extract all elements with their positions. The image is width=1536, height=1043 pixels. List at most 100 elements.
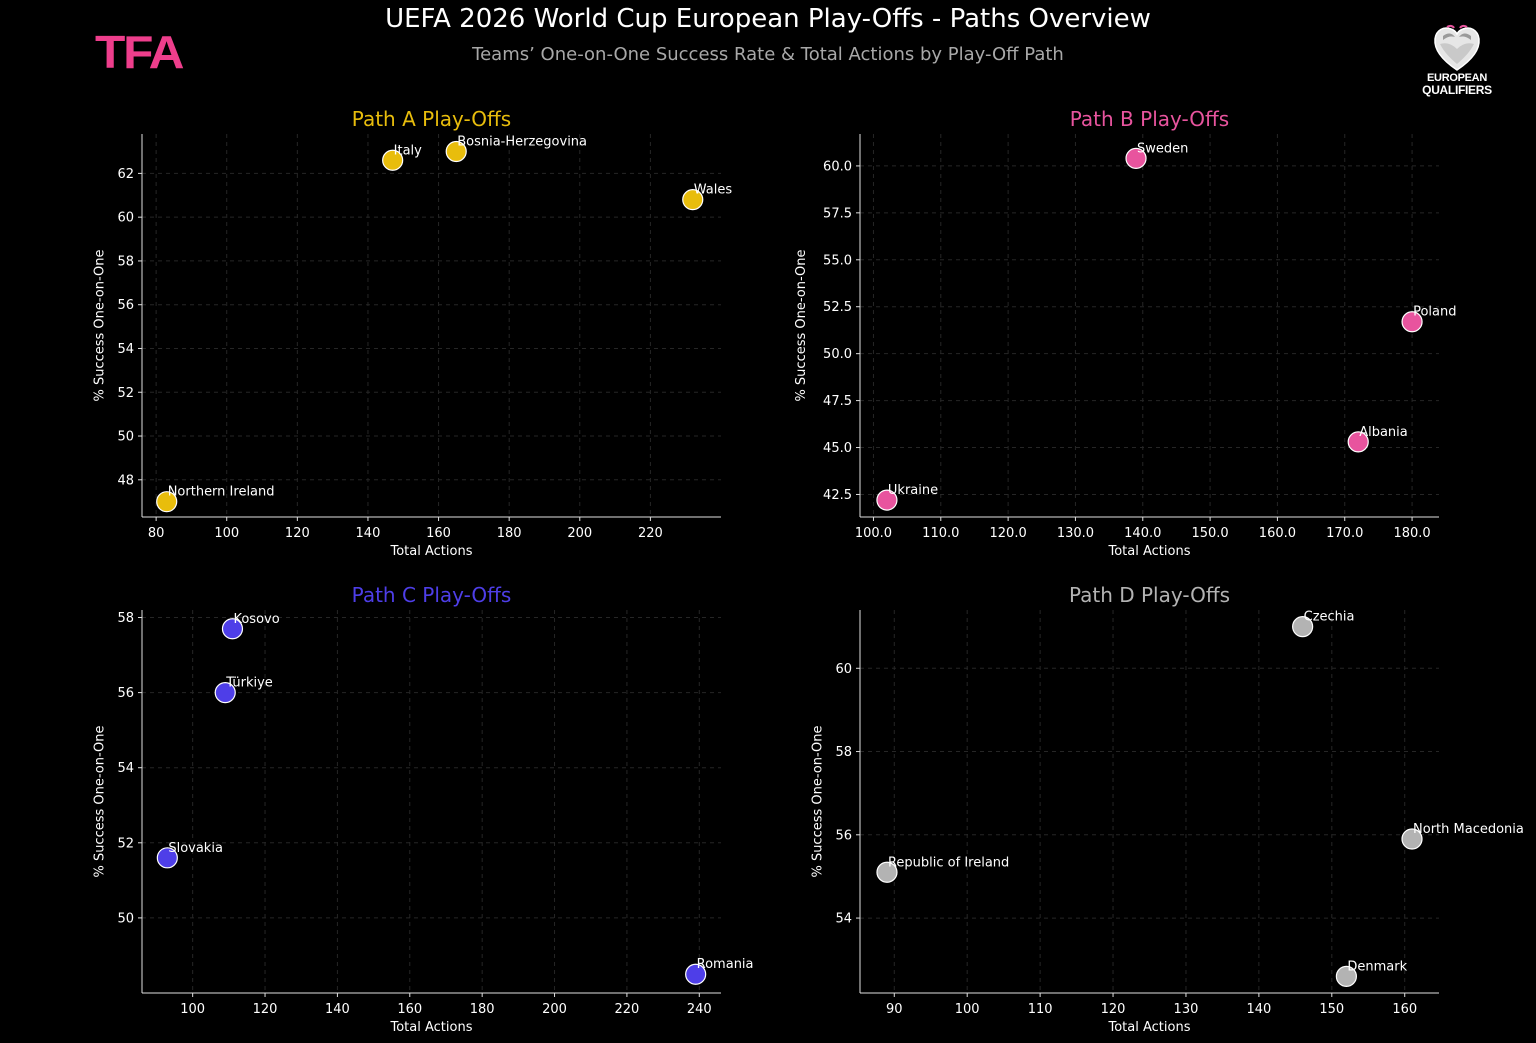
data-point-label: Kosovo — [233, 612, 279, 627]
y-tick-label: 58 — [117, 611, 134, 626]
x-tick-label: 160 — [426, 526, 451, 541]
y-axis-label: % Success One-on-One — [810, 725, 825, 877]
x-tick-label: 180 — [497, 526, 522, 541]
x-tick-label: 140 — [1246, 1002, 1271, 1017]
y-axis-label: % Success One-on-One — [92, 249, 107, 401]
y-tick-label: 47.5 — [823, 394, 852, 409]
x-tick-label: 150.0 — [1191, 526, 1228, 541]
x-axis-label: Total Actions — [390, 1020, 473, 1035]
data-point — [156, 491, 178, 513]
x-tick-label: 160 — [397, 1002, 422, 1017]
y-tick-label: 54 — [117, 342, 134, 357]
y-tick-label: 56 — [117, 298, 134, 313]
data-point-label: Poland — [1413, 305, 1456, 320]
x-tick-label: 220 — [614, 1002, 639, 1017]
data-point — [685, 963, 707, 985]
x-tick-label: 100 — [180, 1002, 205, 1017]
x-axis-label: Total Actions — [1108, 1020, 1191, 1035]
x-tick-label: 140.0 — [1124, 526, 1161, 541]
chart-panel-3: 100 120 140 160 180 200 220 240 50 52 54 56 58 Total … — [92, 583, 753, 1035]
x-tick-label: 130 — [1174, 1002, 1199, 1017]
y-tick-label: 54 — [117, 761, 134, 776]
panel-title: Path B Play-Offs — [1070, 107, 1229, 131]
x-tick-label: 120.0 — [990, 526, 1027, 541]
figure-subtitle: Teams’ One-on-One Success Rate & Total A… — [472, 44, 1064, 65]
x-tick-label: 180.0 — [1393, 526, 1430, 541]
y-tick-label: 52.5 — [823, 300, 852, 315]
data-point — [1292, 616, 1314, 638]
data-point-label: Bosnia-Herzegovina — [457, 135, 587, 150]
data-point-label: Ukraine — [888, 483, 938, 498]
panel-title: Path C Play-Offs — [352, 583, 512, 607]
figure-title: UEFA 2026 World Cup European Play-Offs -… — [385, 4, 1151, 34]
y-tick-label: 60 — [117, 211, 134, 226]
x-tick-label: 200 — [567, 526, 592, 541]
x-tick-label: 80 — [148, 526, 165, 541]
data-point-label: Northern Ireland — [168, 485, 275, 500]
x-tick-label: 100.0 — [855, 526, 892, 541]
data-point — [1347, 431, 1369, 453]
eq-logo-line1: EUROPEAN — [1427, 72, 1487, 84]
data-point-label: Albania — [1359, 425, 1408, 440]
x-tick-label: 120 — [1101, 1002, 1126, 1017]
y-tick-label: 57.5 — [823, 206, 852, 221]
x-tick-label: 140 — [356, 526, 381, 541]
x-tick-label: 240 — [687, 1002, 712, 1017]
tfa-logo: TFA — [95, 26, 185, 78]
data-point — [1125, 147, 1147, 170]
data-point-label: Italy — [394, 143, 423, 158]
heart-trophy-icon — [1434, 24, 1480, 71]
european-qualifiers-logo: EUROPEAN QUALIFIERS — [1416, 22, 1498, 98]
x-tick-label: 130.0 — [1057, 526, 1094, 541]
y-tick-label: 62 — [117, 167, 134, 182]
data-point-label: Wales — [694, 183, 733, 198]
data-point — [221, 618, 244, 640]
data-point-label: North Macedonia — [1413, 822, 1524, 837]
y-tick-label: 45.0 — [823, 441, 852, 456]
chart-panel-4: 90 100 110 120 130 140 150 160 54 56 58 60 Total Act… — [810, 583, 1523, 1035]
x-tick-label: 150 — [1319, 1002, 1344, 1017]
y-axis-label: % Success One-on-One — [794, 249, 809, 401]
x-tick-label: 100 — [955, 1002, 980, 1017]
chart-panel-2: 100.0 110.0 120.0 130.0 140.0 150.0 160.0 170.0… — [794, 107, 1457, 559]
y-tick-label: 48 — [117, 473, 134, 488]
x-tick-label: 220 — [638, 526, 663, 541]
x-tick-label: 200 — [542, 1002, 567, 1017]
data-point — [445, 140, 467, 163]
x-tick-label: 120 — [253, 1002, 278, 1017]
y-tick-label: 54 — [835, 912, 852, 927]
data-point — [382, 149, 404, 171]
data-point — [156, 847, 178, 869]
chart-panel-1: 80 100 120 140 160 180 200 220 48 50 52 54 56 58 60 62 T… — [92, 107, 732, 559]
x-tick-label: 110.0 — [922, 526, 959, 541]
data-point-label: Czechia — [1304, 610, 1355, 625]
y-tick-label: 55.0 — [823, 253, 852, 268]
x-axis-label: Total Actions — [1108, 544, 1191, 559]
y-tick-label: 56 — [117, 686, 134, 701]
x-tick-label: 160.0 — [1259, 526, 1296, 541]
y-tick-label: 42.5 — [823, 488, 852, 503]
data-point — [214, 682, 236, 704]
x-tick-label: 180 — [470, 1002, 495, 1017]
data-point-label: Sweden — [1137, 141, 1188, 156]
panel-title: Path D Play-Offs — [1069, 583, 1230, 607]
x-tick-label: 140 — [325, 1002, 350, 1017]
y-tick-label: 56 — [835, 828, 852, 843]
data-point-label: Romania — [697, 957, 754, 972]
x-tick-label: 160 — [1392, 1002, 1417, 1017]
data-point — [876, 861, 898, 883]
x-tick-label: 90 — [886, 1002, 903, 1017]
y-axis-label: % Success One-on-One — [92, 725, 107, 877]
data-point-label: Denmark — [1347, 959, 1407, 974]
y-tick-label: 58 — [835, 745, 852, 760]
y-tick-label: 58 — [117, 254, 134, 269]
data-point-label: Slovakia — [168, 841, 223, 856]
y-tick-label: 52 — [117, 836, 134, 851]
data-point — [876, 489, 898, 511]
x-tick-label: 110 — [1028, 1002, 1053, 1017]
data-point-label: Republic of Ireland — [888, 855, 1009, 870]
x-tick-label: 100 — [214, 526, 239, 541]
x-tick-label: 170.0 — [1326, 526, 1363, 541]
